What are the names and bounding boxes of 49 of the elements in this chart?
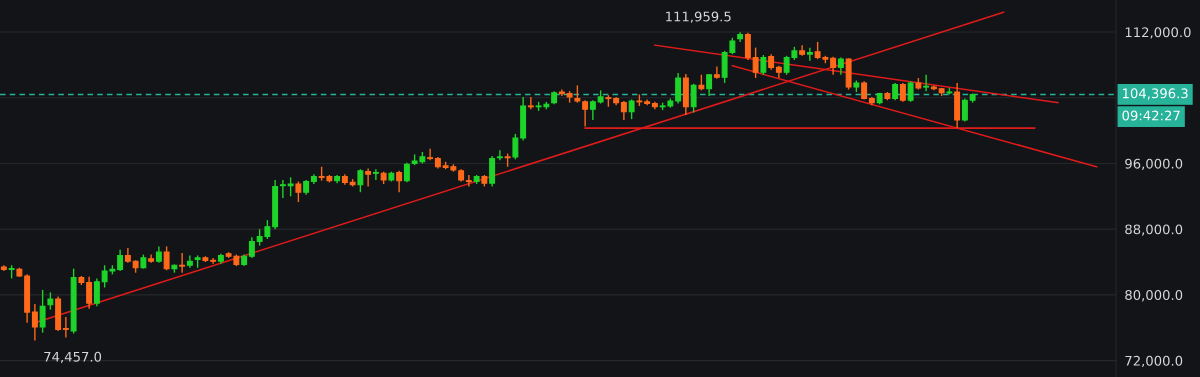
candlestick: [163, 245, 170, 271]
candlestick: [713, 65, 720, 80]
candlestick: [86, 276, 93, 310]
candlestick: [179, 252, 186, 274]
candlestick: [210, 257, 217, 265]
candlestick: [287, 176, 294, 197]
candlestick: [527, 96, 534, 110]
candlestick: [620, 100, 627, 121]
candlestick: [760, 54, 767, 76]
candlestick: [186, 254, 193, 269]
y-tick-label: 88,000.0: [1125, 224, 1183, 236]
candlestick: [365, 167, 372, 188]
candlestick: [465, 174, 472, 188]
candlestick: [93, 277, 100, 308]
candlestick: [899, 82, 906, 103]
candlestick: [675, 72, 682, 105]
candlestick: [279, 179, 286, 199]
candlestick: [427, 147, 434, 161]
candlestick: [39, 289, 46, 334]
candlestick: [806, 46, 813, 62]
y-tick-label: 96,000.0: [1125, 158, 1183, 170]
candlestick: [830, 55, 837, 76]
candlestick: [357, 168, 364, 193]
annotation: 74,457.0: [44, 351, 102, 364]
candlestick: [907, 80, 914, 103]
candlestick: [628, 98, 635, 120]
candlestick: [589, 99, 596, 121]
candlestick: [690, 83, 697, 114]
candlestick: [744, 32, 751, 61]
candlestick: [403, 161, 410, 184]
candlestick: [372, 168, 379, 181]
candlestick: [31, 303, 38, 342]
y-tick-label: 80,000.0: [1125, 290, 1183, 302]
candlestick: [117, 248, 124, 272]
text: 09:42:27: [1122, 110, 1180, 121]
candlestick: [496, 149, 503, 161]
y-tick-label: 72,000.0: [1125, 355, 1183, 368]
candlestick: [752, 46, 759, 79]
candlestick: [295, 180, 302, 203]
candlestick: [923, 74, 930, 92]
candlestick: [582, 99, 589, 128]
annotation: 111,959.5: [666, 11, 731, 23]
candlestick: [396, 170, 403, 193]
candlestick: [248, 236, 255, 259]
candlestick: [62, 316, 69, 339]
ref-line-label: 104,396.3: [1123, 88, 1188, 100]
candlestick: [512, 133, 519, 161]
y-tick-label: 112,000.0: [1125, 27, 1191, 39]
candlestick: [961, 97, 968, 123]
